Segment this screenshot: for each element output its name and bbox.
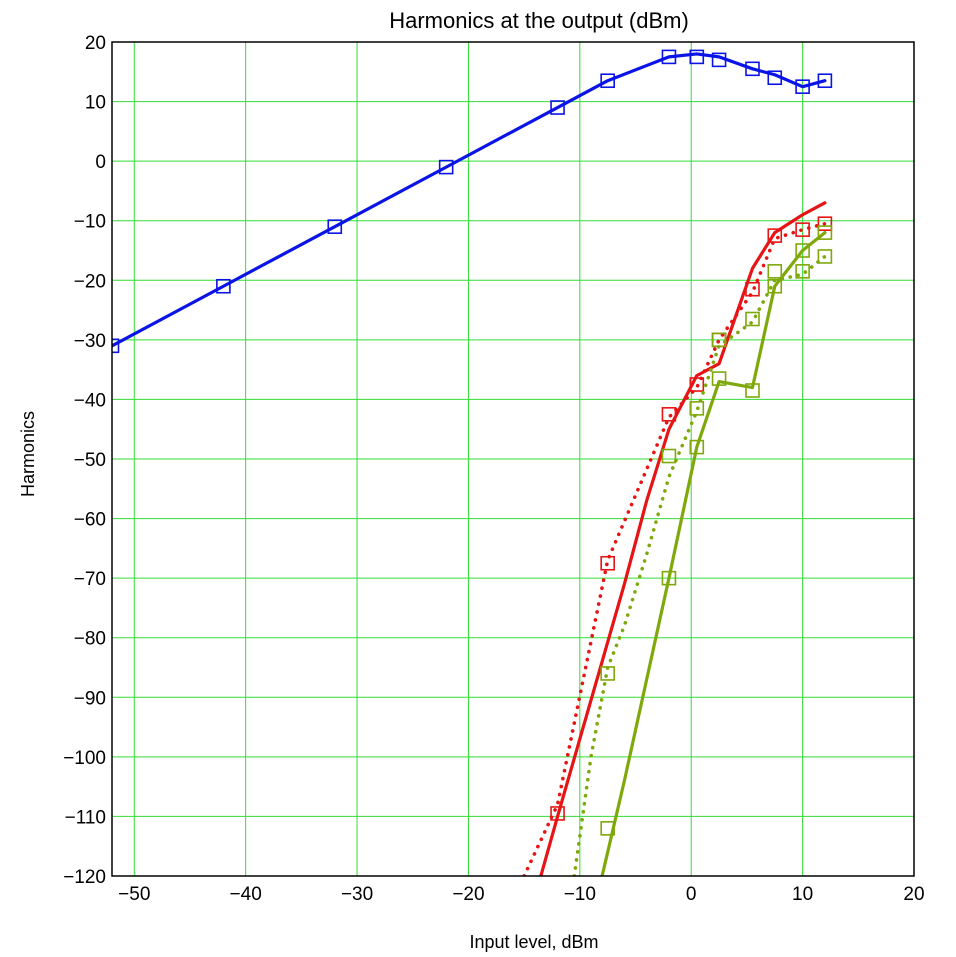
- series-1-marker: [745, 61, 760, 77]
- series-7-marker: [689, 401, 705, 416]
- y-tick-label: −120: [63, 867, 106, 888]
- series-1-marker: [600, 73, 615, 89]
- x-tick-label: 10: [792, 884, 813, 905]
- x-tick-label: −50: [118, 884, 150, 905]
- series-1-marker: [112, 338, 120, 354]
- series-7-marker: [767, 264, 783, 279]
- y-tick-label: −40: [74, 390, 106, 411]
- series-4-marker: [817, 216, 833, 231]
- series-3-line: [522, 221, 827, 876]
- series-4-marker: [600, 555, 615, 571]
- series-1-marker: [216, 278, 231, 294]
- x-tick-label: −30: [341, 884, 373, 905]
- series-group: [112, 49, 833, 876]
- y-tick-label: −60: [74, 510, 106, 531]
- series-4-marker: [689, 377, 705, 392]
- series-2-line: [539, 201, 827, 876]
- series-1-marker: [661, 49, 677, 65]
- y-tick-label: −110: [65, 807, 106, 828]
- series-4-marker: [767, 228, 783, 243]
- y-tick-label: 20: [85, 33, 106, 54]
- series-4-marker: [745, 281, 760, 297]
- y-tick-label: 0: [95, 152, 106, 173]
- series-7-marker: [711, 371, 727, 386]
- x-axis-label: Input level, dBm: [469, 932, 598, 952]
- series-4-marker: [795, 222, 810, 237]
- x-tick-label: −40: [230, 884, 262, 905]
- y-tick-label: −20: [74, 271, 106, 292]
- y-tick-label: 10: [85, 93, 106, 114]
- y-tick-label: −10: [74, 212, 106, 233]
- series-4-marker: [550, 806, 565, 821]
- x-axis-ticks: −50 −40 −30 −20 −10 0 10 20: [118, 884, 924, 905]
- series-7-marker: [767, 278, 783, 294]
- series-1-marker: [795, 79, 810, 94]
- series-4-marker: [661, 407, 677, 422]
- series-7-marker: [689, 439, 705, 455]
- plot-frame: [111, 41, 915, 877]
- y-tick-label: −70: [74, 569, 106, 590]
- grid-lines: [112, 41, 915, 877]
- series-1-marker: [327, 219, 343, 234]
- series-7-marker: [600, 666, 615, 681]
- series-7-marker: [817, 225, 833, 240]
- y-tick-label: −100: [63, 748, 106, 769]
- series-7-marker: [817, 249, 833, 264]
- x-tick-label: −20: [452, 884, 484, 905]
- series-0-line: [112, 52, 827, 348]
- series-7-marker: [600, 821, 615, 836]
- series-1-marker: [689, 49, 705, 65]
- y-tick-label: −90: [74, 688, 106, 709]
- series-1-marker: [550, 100, 565, 115]
- plot-area: [112, 49, 833, 876]
- series-1-marker: [767, 70, 783, 86]
- y-axis-label: Harmonics: [18, 411, 38, 497]
- chart-title: Harmonics at the output (dBm): [389, 8, 689, 33]
- series-5-line: [600, 231, 827, 876]
- series-1-marker: [438, 159, 454, 175]
- series-7-marker: [661, 448, 677, 464]
- x-tick-label: 20: [903, 884, 924, 905]
- y-axis-ticks: 20 10 0 −10 −20 −30 −40 −50 −60 −70 −80 −90 −100 −110…: [63, 33, 106, 888]
- series-7-marker: [711, 332, 727, 348]
- series-7-marker: [745, 383, 760, 398]
- series-6-line: [572, 254, 827, 876]
- x-tick-label: 0: [686, 884, 697, 905]
- y-tick-label: −80: [74, 629, 106, 650]
- series-7-marker: [661, 570, 677, 586]
- y-tick-label: −50: [74, 450, 106, 471]
- x-tick-label: −10: [564, 884, 596, 905]
- series-7-marker: [745, 311, 760, 327]
- series-1-marker: [817, 73, 833, 89]
- series-7-marker: [795, 264, 810, 279]
- series-1-marker: [711, 52, 727, 68]
- series-7-marker: [795, 243, 810, 258]
- y-tick-label: −30: [74, 331, 106, 352]
